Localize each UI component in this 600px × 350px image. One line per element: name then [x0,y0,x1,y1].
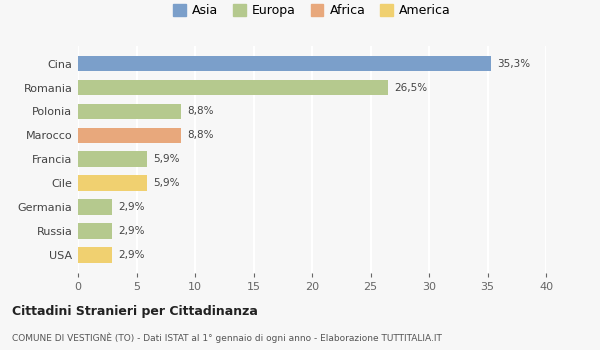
Text: 26,5%: 26,5% [394,83,427,92]
Bar [78,175,147,191]
Bar [78,223,112,239]
Text: 5,9%: 5,9% [153,178,179,188]
Text: 8,8%: 8,8% [187,106,214,117]
Bar [78,56,491,71]
Legend: Asia, Europa, Africa, America: Asia, Europa, Africa, America [169,1,455,21]
Bar [78,152,147,167]
Text: COMUNE DI VESTIGNÈ (TO) - Dati ISTAT al 1° gennaio di ogni anno - Elaborazione T: COMUNE DI VESTIGNÈ (TO) - Dati ISTAT al … [12,332,442,343]
Text: 5,9%: 5,9% [153,154,179,164]
Bar [78,199,112,215]
Text: 2,9%: 2,9% [118,202,144,212]
Bar [78,104,181,119]
Text: 2,9%: 2,9% [118,226,144,236]
Bar [78,247,112,262]
Text: 35,3%: 35,3% [497,58,530,69]
Text: Cittadini Stranieri per Cittadinanza: Cittadini Stranieri per Cittadinanza [12,304,258,317]
Bar [78,127,181,143]
Text: 2,9%: 2,9% [118,250,144,260]
Bar [78,80,388,95]
Text: 8,8%: 8,8% [187,130,214,140]
